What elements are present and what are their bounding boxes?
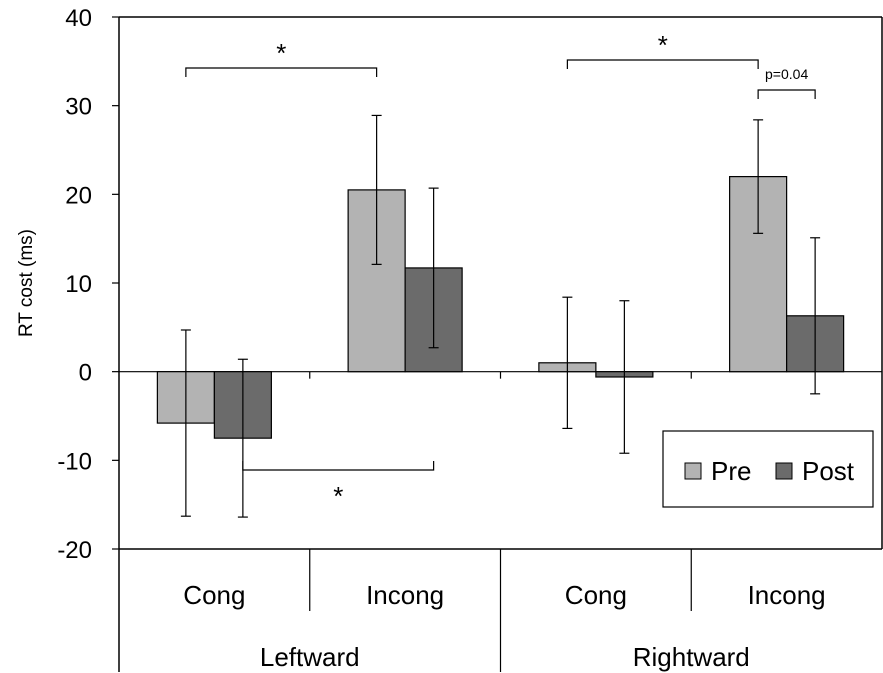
category-label: Cong bbox=[183, 580, 245, 610]
x-axis-categories: Cong Incong Cong Incong bbox=[183, 580, 825, 610]
significance-label: * bbox=[276, 38, 286, 68]
y-tick-label: 40 bbox=[65, 5, 92, 32]
significance-bracket bbox=[242, 461, 435, 471]
error-bars bbox=[180, 114, 821, 518]
y-axis-label: RT cost (ms) bbox=[16, 229, 37, 337]
significance-bracket bbox=[566, 59, 759, 69]
group-label: Leftward bbox=[260, 642, 360, 672]
y-tick-label: 10 bbox=[65, 271, 92, 298]
legend: Pre Post bbox=[662, 430, 874, 508]
legend-swatch-post bbox=[775, 462, 793, 480]
category-label: Incong bbox=[748, 580, 826, 610]
bars bbox=[156, 176, 845, 439]
legend-label: Post bbox=[802, 456, 855, 486]
category-label: Incong bbox=[366, 580, 444, 610]
y-tick-label: 30 bbox=[65, 94, 92, 121]
significance-label: * bbox=[333, 481, 343, 511]
y-tick-label: -10 bbox=[57, 448, 92, 475]
significance-annotations: * * * p=0.04 bbox=[185, 30, 816, 511]
y-tick-label: 0 bbox=[79, 360, 92, 387]
y-tick-label: 20 bbox=[65, 182, 92, 209]
significance-label: * bbox=[658, 30, 668, 60]
significance-bracket bbox=[185, 67, 378, 77]
significance-label: p=0.04 bbox=[765, 66, 808, 82]
legend-swatch-pre bbox=[684, 462, 702, 480]
y-axis: -20 -10 0 10 20 30 40 bbox=[57, 5, 119, 564]
legend-label: Pre bbox=[711, 456, 751, 486]
significance-bracket bbox=[757, 89, 816, 99]
group-label: Rightward bbox=[633, 642, 750, 672]
x-axis-groups: Leftward Rightward bbox=[260, 642, 750, 672]
category-label: Cong bbox=[565, 580, 627, 610]
y-tick-label: -20 bbox=[57, 537, 92, 564]
